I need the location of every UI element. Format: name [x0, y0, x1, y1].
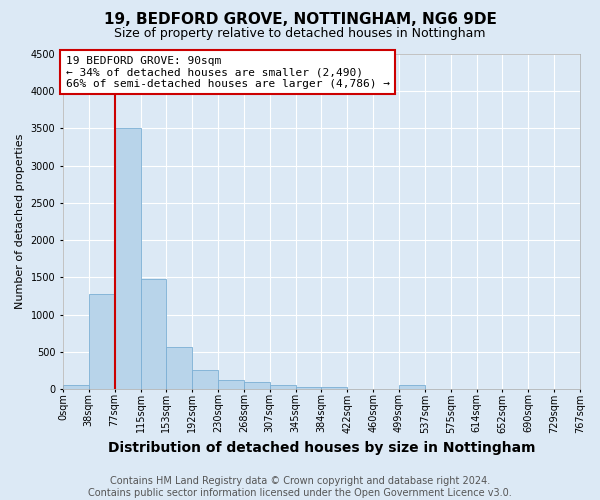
Bar	[115, 128, 140, 389]
Text: 19, BEDFORD GROVE, NOTTINGHAM, NG6 9DE: 19, BEDFORD GROVE, NOTTINGHAM, NG6 9DE	[104, 12, 496, 28]
Bar	[192, 370, 218, 389]
X-axis label: Distribution of detached houses by size in Nottingham: Distribution of detached houses by size …	[108, 441, 535, 455]
Text: Contains HM Land Registry data © Crown copyright and database right 2024.
Contai: Contains HM Land Registry data © Crown c…	[88, 476, 512, 498]
Bar	[296, 387, 322, 389]
Bar	[166, 346, 192, 389]
Y-axis label: Number of detached properties: Number of detached properties	[15, 134, 25, 309]
Bar	[399, 386, 425, 389]
Bar	[244, 382, 270, 389]
Bar	[270, 386, 296, 389]
Bar	[218, 380, 244, 389]
Bar	[322, 387, 347, 389]
Text: 19 BEDFORD GROVE: 90sqm
← 34% of detached houses are smaller (2,490)
66% of semi: 19 BEDFORD GROVE: 90sqm ← 34% of detache…	[65, 56, 389, 89]
Text: Size of property relative to detached houses in Nottingham: Size of property relative to detached ho…	[114, 28, 486, 40]
Bar	[63, 386, 89, 389]
Bar	[89, 294, 115, 389]
Bar	[140, 279, 166, 389]
